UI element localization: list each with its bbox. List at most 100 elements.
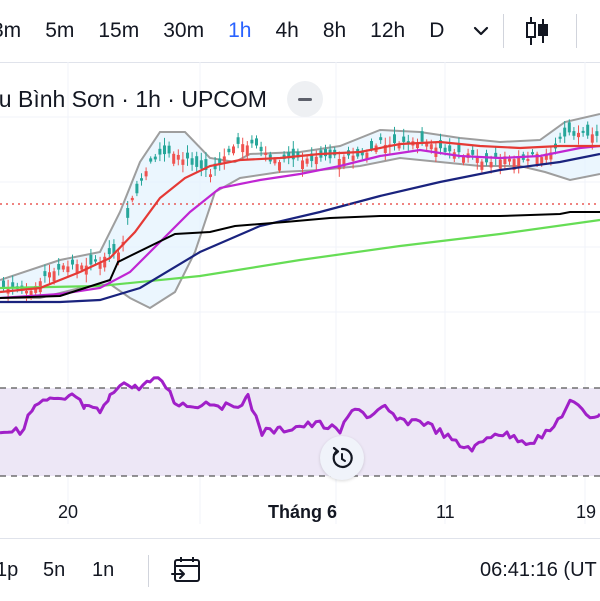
candle-body (535, 153, 539, 165)
candle-body (2, 280, 5, 288)
chevron-down-icon[interactable] (470, 21, 492, 41)
candle-body (75, 264, 79, 274)
candle-body (379, 137, 383, 141)
interval-5m[interactable]: 5m (45, 19, 75, 42)
toolbar-divider (503, 14, 504, 48)
candle-body (25, 290, 28, 294)
interval-d[interactable]: D (429, 19, 445, 42)
price-chart[interactable] (0, 62, 600, 538)
candle-body (558, 136, 562, 139)
candle-body (255, 138, 258, 146)
candle-body (310, 153, 314, 162)
candle-body (181, 159, 185, 165)
candle-body (383, 144, 387, 153)
ma-blue-line (0, 152, 600, 304)
range-button[interactable]: 1p (0, 559, 19, 581)
candle-body (57, 263, 61, 270)
candle-body (544, 153, 548, 160)
candle-body (590, 134, 594, 143)
candle-body (462, 156, 465, 163)
candle-body (199, 160, 203, 169)
candle-body (241, 144, 245, 153)
chart-legend: âu Bình Sơn · 1h · UPCOM (0, 78, 323, 120)
candle-body (425, 143, 429, 147)
candle-body (94, 259, 97, 262)
time-axis-label: Tháng 6 (268, 502, 338, 522)
candle-body (342, 156, 346, 167)
candle-body (227, 148, 231, 153)
candle-body (572, 131, 576, 136)
interval-1h[interactable]: 1h (228, 19, 252, 42)
interval-toolbar: 3m 5m 15m 30m 1h 4h 8h 12h D (0, 0, 600, 63)
interval-3m[interactable]: 3m (0, 19, 22, 42)
candle-body (549, 152, 553, 160)
candle-body (218, 158, 222, 165)
candle-body (443, 147, 447, 152)
candle-body (287, 151, 291, 159)
candle-body (457, 143, 461, 153)
candle-body (563, 127, 567, 137)
candle-body (222, 156, 226, 162)
candle-body (305, 158, 309, 164)
bollinger-upper (0, 113, 600, 281)
candle-body (89, 254, 93, 265)
time-axis-label: 20 (58, 502, 79, 522)
candle-body (351, 155, 355, 161)
bollinger-bands (0, 113, 600, 310)
candle-body (448, 145, 452, 152)
ma-magenta-line (0, 144, 600, 300)
go-to-date-icon[interactable] (170, 555, 204, 585)
interval-4h[interactable]: 4h (275, 19, 299, 42)
rsi-band (0, 388, 600, 476)
candle-body (103, 256, 107, 268)
candle-body (236, 137, 240, 144)
toolbar-divider (148, 555, 149, 587)
candle-body (581, 130, 585, 133)
range-button[interactable]: 1n (92, 559, 115, 581)
candle-body (291, 148, 295, 160)
candle-body (11, 282, 15, 288)
candle-body (471, 149, 475, 155)
collapse-legend-button[interactable] (286, 81, 323, 117)
candle-body (360, 151, 364, 156)
interval-8h[interactable]: 8h (322, 19, 347, 42)
candle-body (158, 148, 162, 155)
range-button[interactable]: 5n (43, 559, 66, 581)
candle-body (176, 154, 180, 160)
clock-readout: 06:41:16 (UT (480, 559, 597, 581)
interval-12h[interactable]: 12h (370, 19, 406, 42)
symbol-title[interactable]: âu Bình Sơn · 1h · UPCOM (0, 85, 267, 112)
reset-chart-button[interactable] (320, 436, 364, 480)
candle-body (439, 140, 442, 149)
candle-body (365, 152, 369, 160)
candle-body (153, 156, 157, 160)
candle-body (512, 159, 516, 170)
candle-body (112, 243, 116, 254)
candle-body (135, 183, 139, 194)
candle-body (324, 149, 327, 157)
candle-body (531, 152, 534, 155)
candle-body (301, 160, 304, 169)
candle-body (213, 163, 217, 170)
candle-body (209, 174, 212, 178)
candle-body (494, 152, 498, 159)
toolbar-divider (576, 14, 577, 48)
candle-body (420, 131, 424, 142)
rsi-line (0, 376, 600, 453)
ma-black-line (0, 211, 600, 299)
candle-body (29, 290, 33, 297)
candle-body (126, 208, 130, 218)
interval-15m[interactable]: 15m (98, 19, 140, 42)
interval-30m[interactable]: 30m (163, 19, 205, 42)
candle-body (429, 144, 433, 150)
candle-body (475, 155, 479, 163)
candle-body (245, 145, 249, 156)
candle-body (402, 136, 406, 142)
candle-body (66, 266, 70, 273)
candlestick-chart-type-icon[interactable] (524, 15, 550, 47)
candle-body (149, 158, 153, 162)
time-axis-label: 19 (576, 502, 597, 522)
candle-body (337, 159, 341, 170)
candle-body (98, 263, 102, 269)
candle-body (71, 259, 74, 265)
